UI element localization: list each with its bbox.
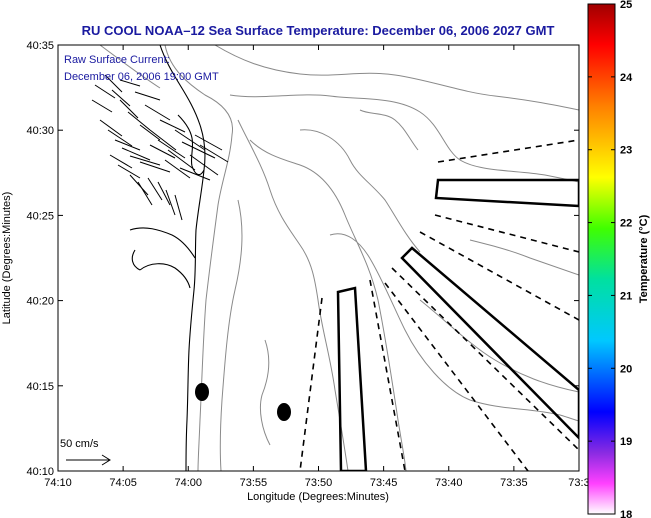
colorbar-tick-label: 22: [620, 218, 632, 230]
colorbar-label: Temperature (°C): [638, 214, 650, 303]
x-tick-label: 73:50: [305, 477, 333, 489]
colorbar-tick-label: 21: [620, 290, 632, 302]
survey-boxes: [336, 178, 579, 471]
y-tick-label: 40:25: [26, 210, 54, 222]
x-tick-label: 73:40: [435, 477, 463, 489]
coastline: [129, 45, 206, 471]
colorbar-tick-label: 25: [620, 0, 632, 11]
marker-dot: [277, 403, 291, 421]
marker-dot: [195, 383, 209, 401]
figure-title: RU COOL NOAA–12 Sea Surface Temperature:…: [82, 23, 555, 38]
x-tick-label: 74:05: [109, 477, 137, 489]
colorbar: [587, 3, 616, 515]
map-plot-area: [58, 45, 579, 471]
colorbar-tick-label: 20: [620, 363, 632, 375]
y-tick-label: 40:35: [26, 40, 54, 52]
x-tick-label: 73:55: [240, 477, 268, 489]
x-tick-label: 74:00: [174, 477, 202, 489]
current-time: December 06, 2006 19:00 GMT: [64, 71, 219, 83]
scale-label: 50 cm/s: [60, 438, 99, 450]
x-tick-label: 73:45: [370, 477, 398, 489]
radar-fan-lines: [299, 139, 579, 471]
x-tick-label: 73:35: [500, 477, 528, 489]
y-tick-label: 40:10: [26, 466, 54, 478]
y-axis-label: Latitude (Degrees:Minutes): [1, 192, 13, 325]
x-axis-label: Longitude (Degrees:Minutes): [247, 491, 389, 503]
colorbar-tick-label: 23: [620, 145, 632, 157]
x-axis-ticks: 74:10 74:05 74:00 73:55 73:50 73:45 73:40 73:35…: [44, 45, 590, 489]
colorbar-tick-label: 19: [620, 436, 632, 448]
x-tick-label: 74:10: [44, 477, 72, 489]
surface-current-vectors: [91, 74, 229, 221]
y-axis-ticks: 40:35 40:30 40:25 40:20 40:15 40:10: [26, 40, 579, 478]
y-tick-label: 40:15: [26, 381, 54, 393]
x-tick-label: 73:3: [568, 477, 589, 489]
current-label: Raw Surface Current:: [64, 54, 170, 66]
colorbar-ticks: 25 24 23 22 21 20 19 18: [588, 0, 633, 518]
y-tick-label: 40:20: [26, 296, 54, 308]
bathymetry-contours: [99, 45, 579, 471]
current-scale-arrow: [66, 454, 111, 466]
colorbar-tick-label: 18: [620, 509, 632, 518]
y-tick-label: 40:30: [26, 125, 54, 137]
colorbar-tick-label: 24: [620, 72, 633, 84]
